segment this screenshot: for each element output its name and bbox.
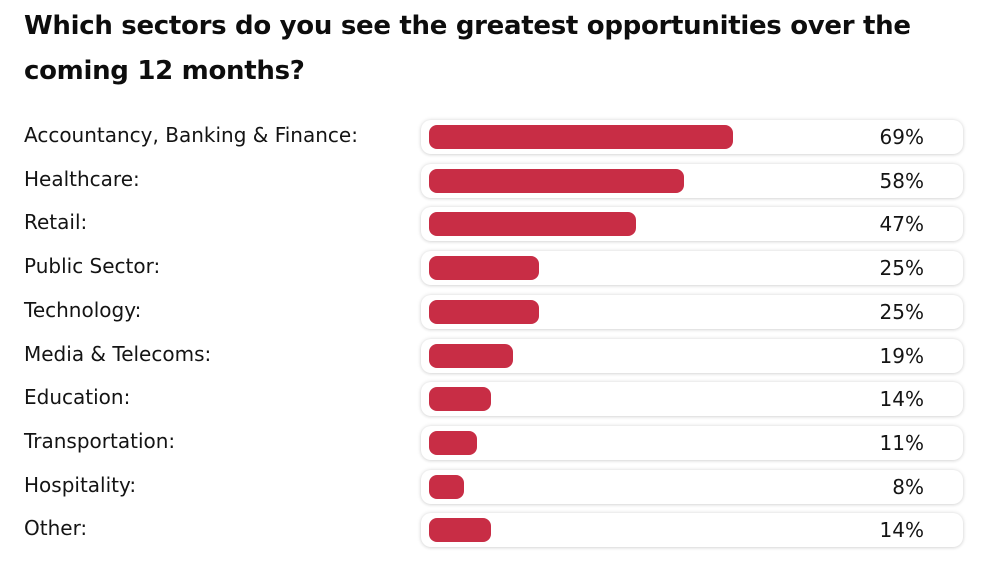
bar-track: 14% — [421, 513, 963, 548]
category-label: Public Sector: — [24, 254, 161, 279]
value-label: 58% — [879, 168, 924, 193]
bar — [429, 387, 491, 412]
chart-title: Which sectors do you see the greatest op… — [24, 11, 911, 86]
bar-track: 14% — [421, 382, 963, 417]
bar-track: 8% — [421, 469, 963, 504]
category-label: Hospitality: — [24, 472, 137, 497]
bar-track: 25% — [421, 251, 963, 286]
category-label: Retail: — [24, 210, 88, 235]
bar — [429, 168, 685, 193]
bar — [429, 299, 539, 324]
bar — [429, 518, 491, 543]
bar — [429, 256, 539, 281]
value-label: 11% — [879, 430, 924, 455]
bar — [429, 212, 636, 237]
value-label: 8% — [892, 474, 924, 499]
category-label: Media & Telecoms: — [24, 341, 212, 366]
bar — [429, 474, 465, 499]
value-label: 69% — [879, 125, 924, 149]
value-label: 47% — [879, 212, 924, 237]
value-label: 25% — [879, 299, 924, 324]
category-label: Other: — [24, 516, 88, 541]
value-label: 19% — [879, 343, 924, 368]
bar — [429, 430, 478, 455]
category-label: Education: — [24, 385, 131, 410]
bar-track: 69% — [421, 120, 963, 154]
bar-track: 58% — [421, 163, 963, 198]
bar — [429, 125, 733, 149]
category-label: Healthcare: — [24, 166, 140, 191]
value-label: 14% — [879, 518, 924, 543]
category-label: Transportation: — [24, 428, 176, 453]
value-label: 25% — [879, 256, 924, 281]
bar-track: 19% — [421, 338, 963, 373]
bar-track: 11% — [421, 425, 963, 460]
category-label: Accountancy, Banking & Finance: — [24, 123, 358, 147]
category-label: Technology: — [24, 297, 142, 322]
bar-track: 47% — [421, 207, 963, 242]
bar-track: 25% — [421, 294, 963, 329]
bar — [429, 343, 513, 368]
value-label: 14% — [879, 387, 924, 412]
